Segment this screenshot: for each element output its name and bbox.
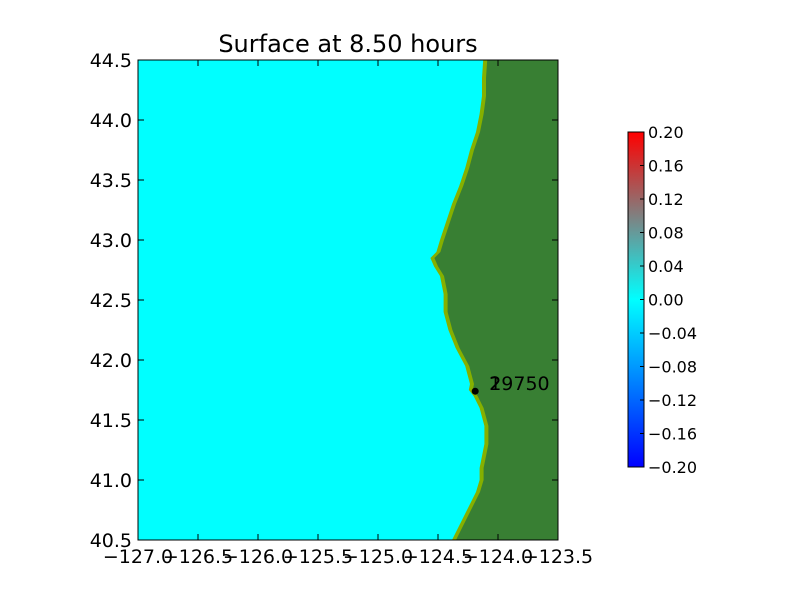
x-tick-label: −126.0 — [223, 546, 293, 568]
y-tick-label: 43.0 — [90, 230, 132, 252]
colorbar-tick-label: −0.20 — [648, 458, 697, 477]
chart-title: Surface at 8.50 hours — [218, 30, 477, 58]
station-label: 29750 — [489, 373, 549, 395]
y-tick-label: 40.5 — [90, 530, 132, 552]
y-tick-label: 41.5 — [90, 410, 132, 432]
x-axis: −127.0−126.5−126.0−125.5−125.0−124.5−124… — [103, 60, 593, 568]
colorbar-tick-label: −0.04 — [648, 324, 697, 343]
colorbar-tick-label: 0.20 — [648, 123, 684, 142]
x-tick-label: −124.5 — [403, 546, 473, 568]
y-tick-label: 44.5 — [90, 50, 132, 72]
colorbar-tick-label: 0.08 — [648, 224, 684, 243]
x-tick-label: −127.0 — [103, 546, 173, 568]
colorbar-tick-label: −0.16 — [648, 425, 697, 444]
colorbar: −0.20 −0.16 −0.12 −0.08 −0.04 0.00 0.04 0.08 0.1… — [627, 123, 697, 477]
land-area — [434, 60, 558, 540]
x-tick-label: −126.5 — [163, 546, 233, 568]
x-tick-label: −124.0 — [463, 546, 533, 568]
y-tick-label: 43.5 — [90, 170, 132, 192]
x-tick-label: −123.5 — [523, 546, 593, 568]
colorbar-tick-label: −0.08 — [648, 358, 697, 377]
colorbar-tick-label: −0.12 — [648, 391, 697, 410]
station-label: 2 — [489, 373, 501, 395]
x-tick-label: −125.0 — [343, 546, 413, 568]
colorbar-tick-label: 0.16 — [648, 157, 684, 176]
y-axis: 40.5 41.0 41.5 42.0 42.5 43.0 43.5 44.0 44.5 — [90, 50, 558, 552]
y-tick-label: 41.0 — [90, 470, 132, 492]
colorbar-tick-label: 0.12 — [648, 190, 684, 209]
colorbar-ticks: −0.20 −0.16 −0.12 −0.08 −0.04 0.00 0.04 0.08 0.1… — [640, 123, 697, 477]
station-label: 1 — [489, 373, 501, 395]
colorbar-tick-label: 0.04 — [648, 257, 684, 276]
y-tick-label: 42.0 — [90, 350, 132, 372]
station-marker — [471, 387, 479, 395]
y-tick-label: 44.0 — [90, 110, 132, 132]
y-tick-label: 42.5 — [90, 290, 132, 312]
colorbar-tick-label: 0.00 — [648, 291, 684, 310]
x-tick-label: −125.5 — [283, 546, 353, 568]
